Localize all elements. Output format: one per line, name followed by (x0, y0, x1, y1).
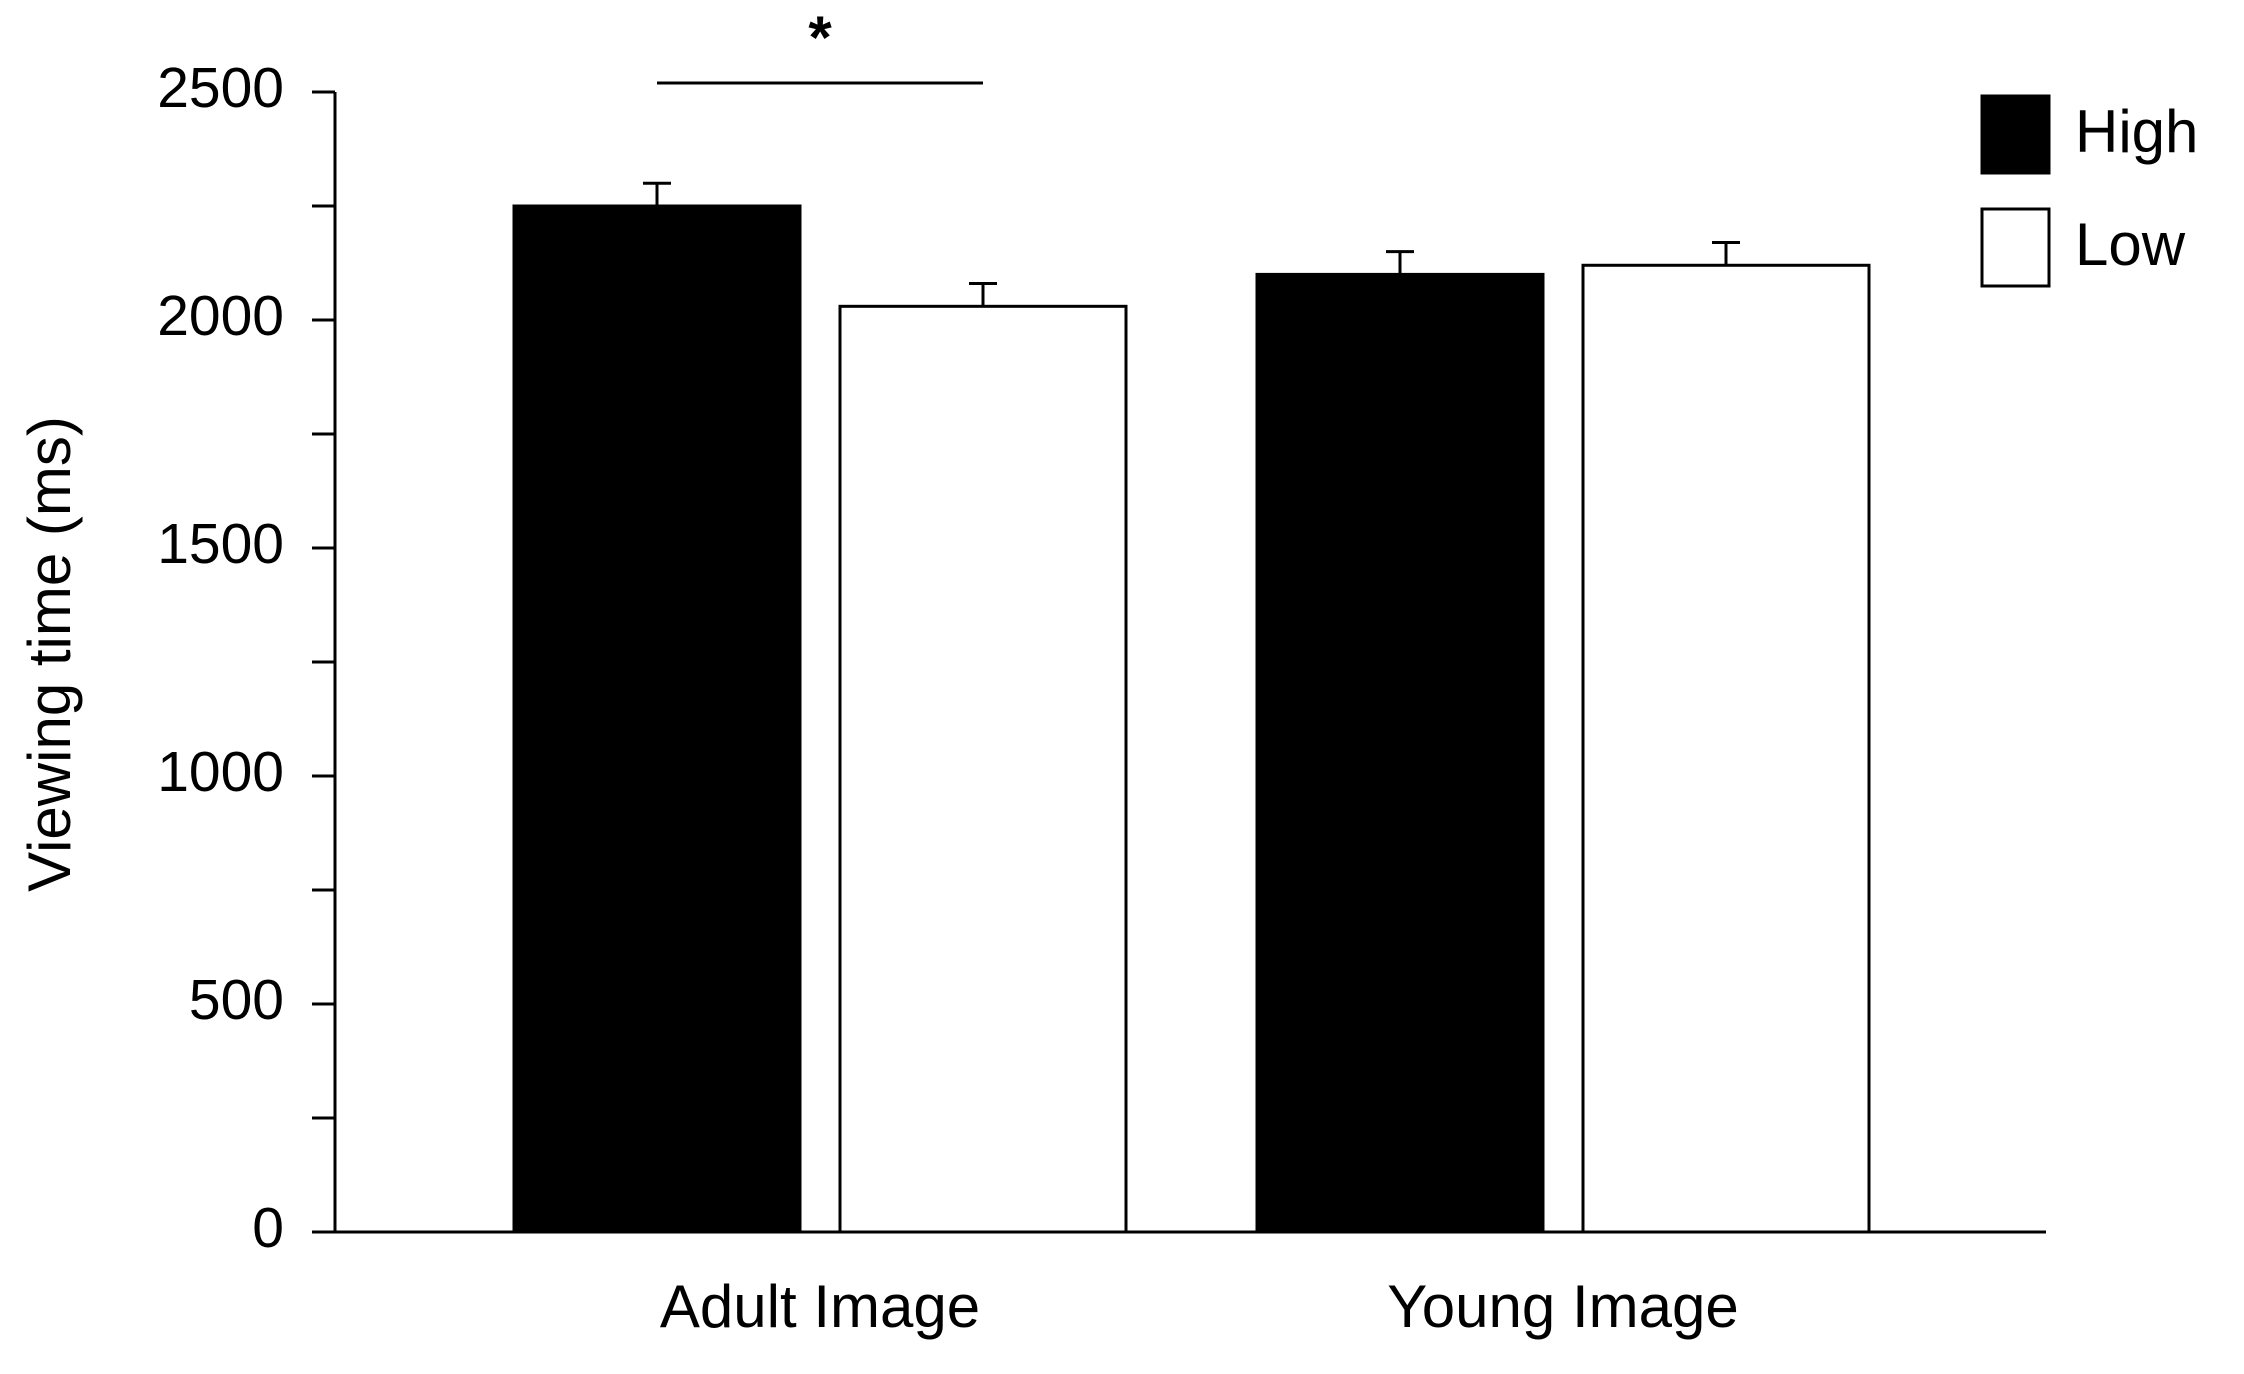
y-tick-label: 1000 (157, 740, 284, 804)
bar (1255, 272, 1545, 1234)
bar (1581, 263, 1871, 1234)
significance-label: * (808, 4, 832, 71)
legend-swatch (1980, 207, 2051, 288)
y-tick-label: 2000 (157, 284, 284, 348)
legend-swatch (1980, 94, 2051, 175)
y-tick-label: 0 (252, 1196, 284, 1260)
bar (512, 204, 802, 1234)
x-tick-label: Adult Image (660, 1273, 980, 1340)
legend-label: High (2075, 98, 2198, 165)
bar (838, 304, 1128, 1234)
y-tick-label: 2500 (157, 56, 284, 120)
x-tick-label: Young Image (1387, 1273, 1738, 1340)
y-tick-label: 1500 (157, 512, 284, 576)
y-axis-label: Viewing time (ms) (16, 416, 83, 892)
legend-label: Low (2075, 211, 2186, 278)
y-tick-label: 500 (189, 968, 284, 1032)
